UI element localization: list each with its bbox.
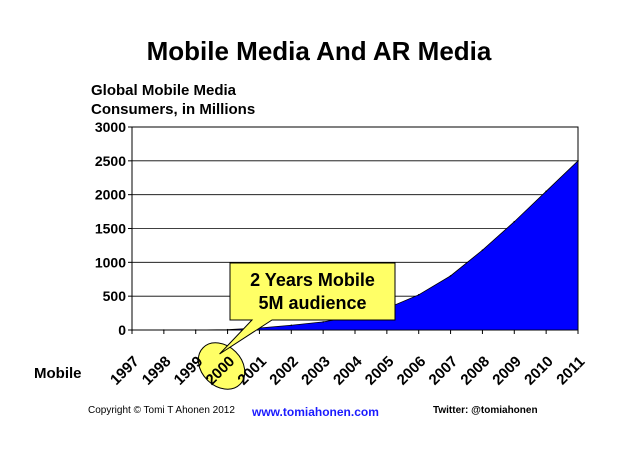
data-point — [545, 190, 547, 193]
x-tick-label: 2003 — [298, 353, 334, 389]
y-tick-label: 1500 — [95, 221, 126, 237]
callout-bubble — [219, 262, 396, 355]
copyright-text: Copyright © Tomi T Ahonen 2012 — [88, 405, 235, 416]
x-tick-label: 2005 — [362, 353, 398, 389]
y-tick-label: 500 — [103, 288, 127, 304]
x-tick-label: 1997 — [107, 353, 143, 389]
data-point — [513, 220, 516, 223]
y-tick-label: 2500 — [95, 153, 126, 169]
chart-title-line-1: Global Mobile Media — [91, 82, 237, 99]
slide-title: Mobile Media And AR Media — [146, 36, 492, 66]
x-tick-label: 2010 — [521, 353, 557, 389]
callout-text: 2 Years Mobile — [250, 270, 375, 290]
x-tick-label: 2006 — [394, 353, 430, 389]
data-point — [577, 160, 579, 162]
website-link[interactable]: www.tomiahonen.com — [252, 405, 379, 419]
callout-text: 5M audience — [258, 293, 366, 313]
y-tick-label: 3000 — [95, 119, 126, 135]
data-point — [481, 249, 484, 251]
chart-title: Global Mobile Media Consumers, in Millio… — [91, 81, 255, 119]
x-tick-label: 2008 — [457, 353, 493, 389]
x-tick-label: 1998 — [139, 353, 175, 389]
data-point — [449, 275, 452, 277]
x-tick-label: 2002 — [266, 353, 302, 389]
y-tick-label: 1000 — [95, 254, 126, 270]
x-tick-label: 2004 — [330, 353, 366, 389]
x-tick-label: 2011 — [553, 353, 588, 388]
row-label: Mobile — [34, 365, 82, 382]
y-tick-label: 0 — [118, 322, 126, 338]
data-point — [417, 294, 420, 296]
highlight-ellipse — [197, 342, 246, 390]
x-tick-label: 2007 — [426, 353, 462, 389]
twitter-handle: Twitter: @tomiahonen — [433, 405, 538, 416]
data-point — [290, 324, 293, 327]
x-tick-label: 2009 — [489, 353, 525, 389]
data-point — [322, 321, 324, 323]
y-tick-label: 2000 — [95, 187, 126, 203]
chart-title-line-2: Consumers, in Millions — [91, 101, 256, 118]
